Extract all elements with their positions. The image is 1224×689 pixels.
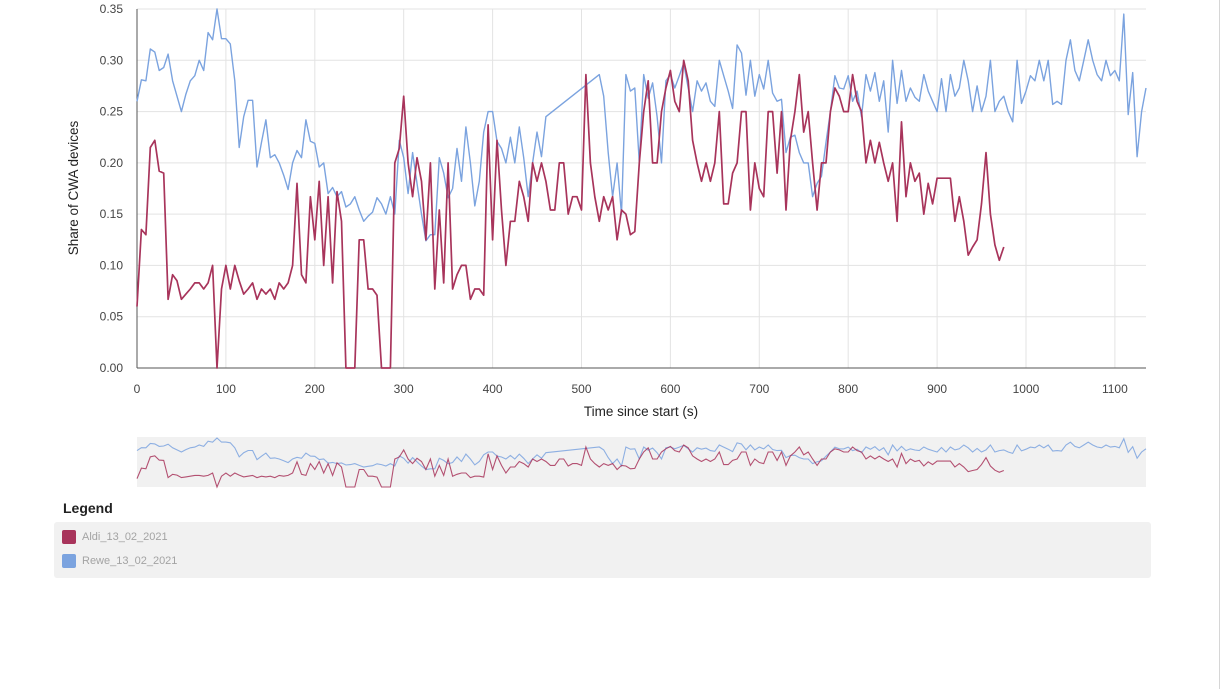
- x-tick-label: 1100: [1102, 382, 1128, 396]
- y-axis-label: Share of CWA devices: [66, 120, 81, 255]
- legend-label-rewe: Rewe_13_02_2021: [82, 555, 178, 567]
- x-tick-label: 200: [305, 382, 325, 396]
- navigator-line-rewe: [136, 437, 1147, 471]
- line-chart: 0.00 0.05 0.10 0.15 0.20 0.25 0.30 0.35 0 100 200 3…: [66, 2, 1147, 489]
- x-tick-label: 400: [483, 382, 503, 396]
- x-tick-label: 0: [134, 382, 141, 396]
- tick-labels: 0.00 0.05 0.10 0.15 0.20 0.25 0.30 0.35 0 100 200 3…: [100, 2, 1128, 396]
- axes: [136, 9, 1146, 369]
- legend-title: Legend: [63, 500, 113, 516]
- y-tick-label: 0.15: [100, 207, 124, 221]
- series-line-aldi: [136, 59, 1005, 369]
- legend-label-aldi: Aldi_13_02_2021: [82, 531, 168, 543]
- y-tick-label: 0.35: [100, 2, 124, 16]
- overview-navigator[interactable]: [136, 437, 1147, 489]
- series-line-rewe: [136, 8, 1147, 242]
- navigator-line-aldi: [136, 444, 1005, 489]
- window-edge: [1219, 0, 1220, 689]
- legend-swatch-rewe: [62, 554, 76, 568]
- legend-swatch-aldi: [62, 530, 76, 544]
- x-tick-label: 100: [216, 382, 236, 396]
- legend: Aldi_13_02_2021 Rewe_13_02_2021: [54, 522, 1151, 578]
- y-tick-label: 0.10: [100, 258, 124, 272]
- y-tick-label: 0.30: [100, 53, 124, 67]
- y-tick-label: 0.25: [100, 105, 124, 119]
- legend-item-rewe[interactable]: Rewe_13_02_2021: [62, 553, 177, 569]
- y-tick-label: 0.00: [100, 361, 124, 375]
- x-tick-label: 1000: [1013, 382, 1040, 396]
- navigator-series: [136, 437, 1147, 489]
- x-tick-label: 500: [571, 382, 591, 396]
- x-tick-label: 600: [660, 382, 680, 396]
- x-tick-label: 300: [394, 382, 414, 396]
- x-axis-label: Time since start (s): [584, 404, 698, 419]
- navigator-background[interactable]: [137, 437, 1146, 487]
- y-tick-label: 0.05: [100, 310, 124, 324]
- y-tick-label: 0.20: [100, 156, 124, 170]
- x-tick-label: 700: [749, 382, 769, 396]
- legend-item-aldi[interactable]: Aldi_13_02_2021: [62, 529, 168, 545]
- x-tick-label: 900: [927, 382, 947, 396]
- x-tick-label: 800: [838, 382, 858, 396]
- series-lines: [136, 8, 1147, 369]
